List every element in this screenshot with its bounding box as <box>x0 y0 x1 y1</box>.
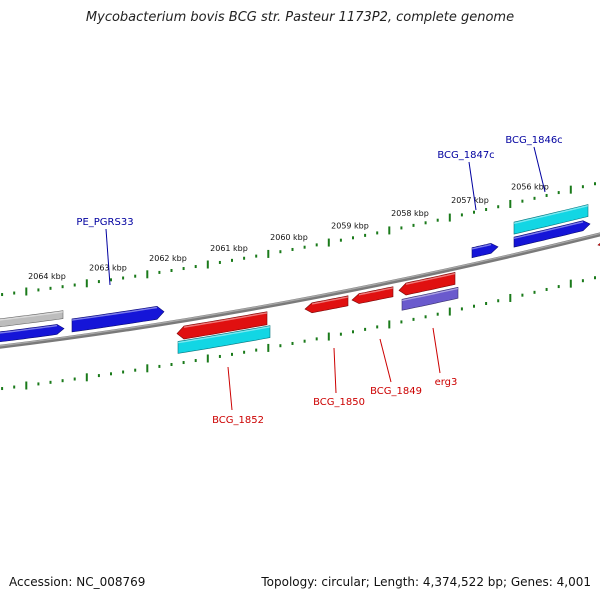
inner-tick-ring <box>1 276 596 391</box>
label-leader-line <box>432 327 441 374</box>
label-erg3: erg3 <box>435 377 458 388</box>
gene-highlight <box>311 296 349 305</box>
scale-label: 2058 kbp <box>391 209 429 218</box>
cds-bcg-1846c <box>513 204 589 235</box>
gene-highlight <box>177 326 271 344</box>
gene-pe-pgrs33 <box>71 305 165 333</box>
gene-highlight <box>0 311 64 321</box>
gene-body <box>177 325 271 354</box>
scale-label: 2056 kbp <box>511 182 549 191</box>
gene-body <box>471 243 499 259</box>
label-bcg-1849: BCG_1849 <box>370 386 422 397</box>
label-bcg-1847c: BCG_1847c <box>437 150 494 161</box>
gene-bcg-1849 <box>351 286 394 304</box>
gene-body <box>513 204 589 235</box>
gene-highlight <box>405 272 456 285</box>
genome-backbone-highlight <box>0 232 600 347</box>
gene-body <box>351 286 394 304</box>
label-leader-line <box>333 347 337 394</box>
gene-body <box>0 310 64 328</box>
label-pe-pgrs33: PE_PGRS33 <box>76 217 133 228</box>
label-leader-line <box>379 338 392 383</box>
label-leader-line <box>105 228 111 286</box>
genome-summary-text: Topology: circular; Length: 4,374,522 bp… <box>261 575 591 589</box>
gene-highlight <box>0 324 58 334</box>
label-leader-line <box>468 161 477 211</box>
scale-label: 2057 kbp <box>451 196 489 205</box>
genome-backbone <box>0 232 600 349</box>
gene-bcg-1847c <box>471 243 499 259</box>
gene-body <box>398 272 456 296</box>
scale-label: 2060 kbp <box>270 233 308 242</box>
pseudogene-feature <box>0 310 64 328</box>
gene-body <box>71 305 165 333</box>
gene-body <box>0 324 65 343</box>
gene-highlight <box>358 287 394 296</box>
gene-body <box>304 295 349 314</box>
scale-label: 2063 kbp <box>89 263 127 272</box>
gene-highlight <box>513 205 589 224</box>
outer-tick-ring <box>1 182 596 297</box>
cds-bcg-1852 <box>177 325 271 354</box>
gene-body <box>176 311 268 340</box>
label-bcg-1850: BCG_1850 <box>313 397 365 408</box>
map-title: Mycobacterium bovis BCG str. Pasteur 117… <box>85 10 515 25</box>
gene-body <box>401 286 459 311</box>
gene-highlight <box>183 312 268 328</box>
accession-text: Accession: NC_008769 <box>9 575 146 589</box>
scale-label: 2059 kbp <box>331 221 369 230</box>
label-bcg-1852: BCG_1852 <box>212 415 264 426</box>
gene-highlight <box>71 306 158 321</box>
scale-label: 2061 kbp <box>210 244 248 253</box>
gene-bcg-1850 <box>304 295 349 314</box>
gene-body <box>513 220 591 248</box>
gene-bcg-1852 <box>176 311 268 340</box>
label-leader-line <box>533 146 546 193</box>
gene-highlight <box>513 221 584 239</box>
gene-erg3 <box>398 272 456 296</box>
label-leader-line <box>227 366 233 411</box>
gene-highlight <box>471 243 492 250</box>
gene-bcg-1846c <box>513 220 591 248</box>
label-bcg-1846c: BCG_1846c <box>505 135 562 146</box>
gene-forward <box>0 324 65 343</box>
feature-erg3-domain <box>401 286 459 311</box>
gene-highlight <box>401 287 459 302</box>
scale-label: 2062 kbp <box>149 254 187 263</box>
scale-label: 2064 kbp <box>28 272 66 281</box>
